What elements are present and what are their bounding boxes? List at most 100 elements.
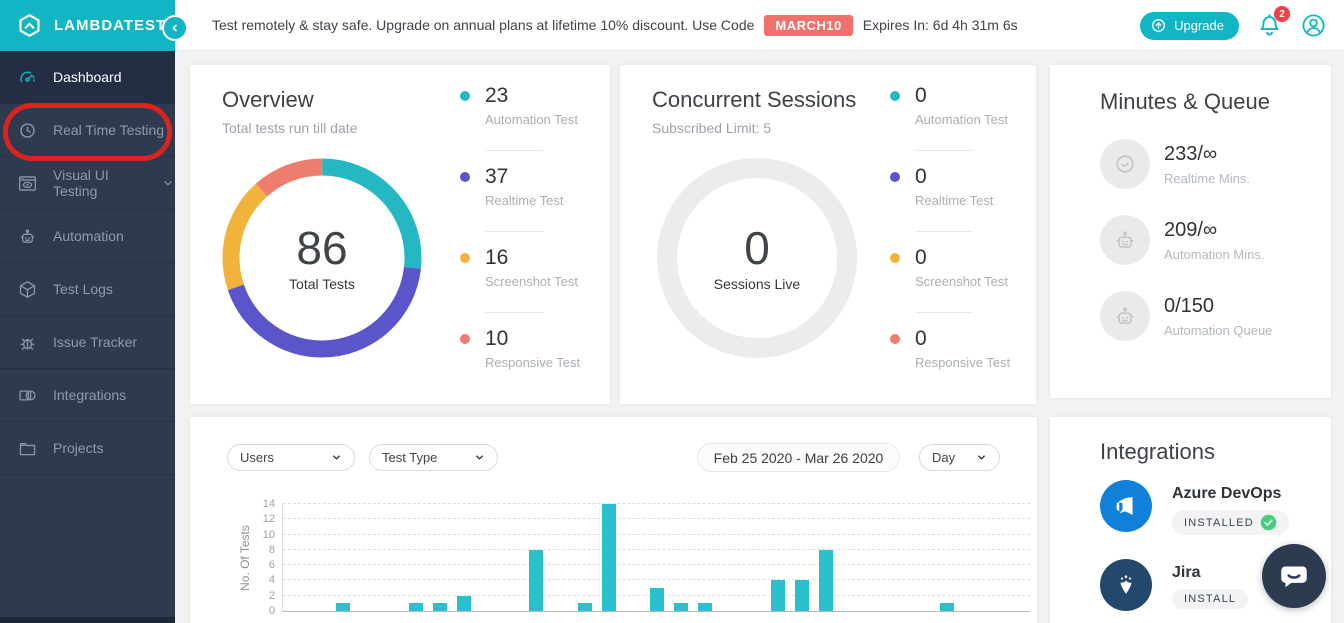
upgrade-arrow-icon bbox=[1150, 17, 1167, 34]
chevron-down-icon bbox=[331, 452, 342, 463]
installed-badge[interactable]: INSTALLED bbox=[1172, 510, 1289, 535]
legend-value: 37 bbox=[485, 165, 509, 188]
legend-divider bbox=[915, 150, 973, 151]
legend-label: Automation Test bbox=[915, 112, 1008, 127]
legend-divider bbox=[915, 231, 973, 232]
donut-segment-screenshot-test bbox=[222, 158, 422, 358]
bar-mar-2 bbox=[432, 603, 447, 611]
test-type-filter-value: Test Type bbox=[382, 450, 438, 465]
integration-status-label: INSTALL bbox=[1184, 593, 1237, 605]
legend-label: Realtime Test bbox=[915, 193, 994, 208]
legend-label: Responsive Test bbox=[485, 355, 581, 370]
sidebar-collapse-button[interactable] bbox=[162, 15, 188, 41]
brand-name: LAMBDATEST bbox=[54, 17, 167, 34]
sidebar-item-label: Dashboard bbox=[53, 69, 122, 85]
y-tick-label: 4 bbox=[268, 574, 275, 587]
total-tests-label: Total Tests bbox=[289, 275, 355, 292]
sidebar-item-projects[interactable]: Projects bbox=[0, 422, 175, 475]
promo-code-badge: MARCH10 bbox=[764, 14, 853, 36]
notifications-bell-icon[interactable]: 2 bbox=[1256, 6, 1290, 39]
sidebar-item-issue-tracker[interactable]: Issue Tracker bbox=[0, 316, 175, 369]
sidebar-item-real-time-testing[interactable]: Real Time Testing bbox=[0, 104, 175, 157]
azure-devops-icon bbox=[1100, 480, 1152, 532]
donut-segment-automation-test bbox=[222, 158, 422, 358]
legend-dot-icon bbox=[890, 172, 900, 182]
chevron-down-icon bbox=[976, 452, 987, 463]
sidebar-item-integrations[interactable]: Integrations bbox=[0, 369, 175, 422]
legend-dot-icon bbox=[890, 334, 900, 344]
legend-value: 0 bbox=[915, 327, 927, 350]
legend-item-screenshot-test: 16 Screenshot Test bbox=[460, 245, 600, 326]
bar-mar-12 bbox=[674, 603, 689, 611]
tests-per-day-bar-chart: 0 2 4 6 8 10 12 14 bbox=[263, 498, 1030, 617]
date-range-picker[interactable]: Feb 25 2020 - Mar 26 2020 bbox=[697, 443, 900, 472]
integrations-card: Integrations Azure DevOps INSTALLED Jira IN… bbox=[1050, 417, 1331, 623]
y-tick-label: 6 bbox=[268, 559, 275, 572]
bar-mar-17 bbox=[794, 580, 809, 611]
interval-select[interactable]: Day bbox=[919, 444, 1000, 471]
header-actions: Upgrade 2 bbox=[1140, 0, 1327, 51]
minutes-label: Automation Queue bbox=[1164, 323, 1273, 338]
integration-name: Jira bbox=[1172, 564, 1201, 581]
sidebar-item-label: Integrations bbox=[53, 387, 127, 403]
legend-divider bbox=[485, 312, 543, 313]
legend-dot-icon bbox=[460, 334, 470, 344]
sidebar-item-automation[interactable]: Automation bbox=[0, 210, 175, 263]
sidebar-item-test-logs[interactable]: Test Logs bbox=[0, 263, 175, 316]
legend-item-realtime-test: 37 Realtime Test bbox=[460, 164, 600, 245]
minutes-label: Automation Mins. bbox=[1164, 247, 1265, 262]
minutes-queue-card: Minutes & Queue 233/∞ Realtime Mins. 209/∞… bbox=[1050, 65, 1331, 398]
interval-value: Day bbox=[932, 450, 956, 465]
minutes-value: 209/∞ bbox=[1164, 219, 1218, 241]
promo-expires-text: Expires In: 6d 4h 31m 6s bbox=[862, 17, 1018, 33]
integrations-icon bbox=[17, 385, 38, 406]
sidebar-item-label: Visual UI Testing bbox=[53, 167, 109, 199]
legend-item-screenshot-test: 0 Screenshot Test bbox=[890, 245, 1030, 326]
upgrade-button[interactable]: Upgrade bbox=[1140, 11, 1239, 40]
chat-widget-button[interactable] bbox=[1262, 544, 1326, 608]
legend-divider bbox=[485, 150, 543, 151]
promo-text: Test remotely & stay safe. Upgrade on an… bbox=[212, 17, 755, 33]
legend-dot-icon bbox=[460, 253, 470, 263]
legend-label: Screenshot Test bbox=[915, 274, 1008, 289]
minutes-row-realtime-mins: 233/∞ Realtime Mins. bbox=[1100, 139, 1250, 189]
user-avatar-icon[interactable] bbox=[1300, 12, 1327, 39]
y-tick-label: 14 bbox=[262, 498, 275, 510]
chevron-down-icon bbox=[161, 176, 175, 190]
legend-item-automation-test: 23 Automation Test bbox=[460, 83, 600, 164]
legend-dot-icon bbox=[890, 91, 900, 101]
users-filter-select[interactable]: Users bbox=[227, 444, 355, 471]
sidebar-item-visual-ui-testing[interactable]: Visual UI Testing bbox=[0, 157, 175, 210]
legend-dot-icon bbox=[890, 253, 900, 263]
install-button[interactable]: INSTALL bbox=[1172, 589, 1249, 609]
gridline bbox=[283, 579, 1030, 581]
legend-item-realtime-test: 0 Realtime Test bbox=[890, 164, 1030, 245]
legend-label: Responsive Test bbox=[915, 355, 1011, 370]
chat-bubble-icon bbox=[1277, 559, 1311, 593]
sessions-title: Concurrent Sessions bbox=[652, 87, 857, 112]
legend-dot-icon bbox=[460, 172, 470, 182]
bar-mar-16 bbox=[770, 580, 785, 611]
sidebar-item-label: Test Logs bbox=[53, 281, 113, 297]
test-type-filter-select[interactable]: Test Type bbox=[369, 444, 498, 471]
sidebar-item-label: Real Time Testing bbox=[53, 122, 165, 138]
sidebar: LAMBDATEST Dashboard Real Time Testing Vis… bbox=[0, 0, 175, 623]
legend-value: 16 bbox=[485, 246, 509, 269]
test-logs-icon bbox=[17, 279, 38, 300]
legend-value: 0 bbox=[915, 246, 927, 269]
sessions-live-label: Sessions Live bbox=[713, 275, 801, 292]
sidebar-item-dashboard[interactable]: Dashboard bbox=[0, 51, 175, 104]
bar-mar-9 bbox=[601, 504, 616, 611]
notification-count-badge: 2 bbox=[1274, 6, 1290, 22]
sidebar-item-label: Projects bbox=[53, 440, 104, 456]
legend-divider bbox=[485, 231, 543, 232]
logo-bar: LAMBDATEST bbox=[0, 0, 175, 51]
bar-mar-6 bbox=[529, 549, 544, 611]
bar-mar-11 bbox=[650, 588, 664, 611]
upgrade-label: Upgrade bbox=[1174, 18, 1224, 33]
overview-donut-chart: 86 Total Tests bbox=[221, 157, 423, 359]
issue-tracker-icon bbox=[17, 332, 38, 353]
gridline bbox=[283, 503, 1030, 504]
donut-segment-realtime-test bbox=[222, 158, 422, 358]
